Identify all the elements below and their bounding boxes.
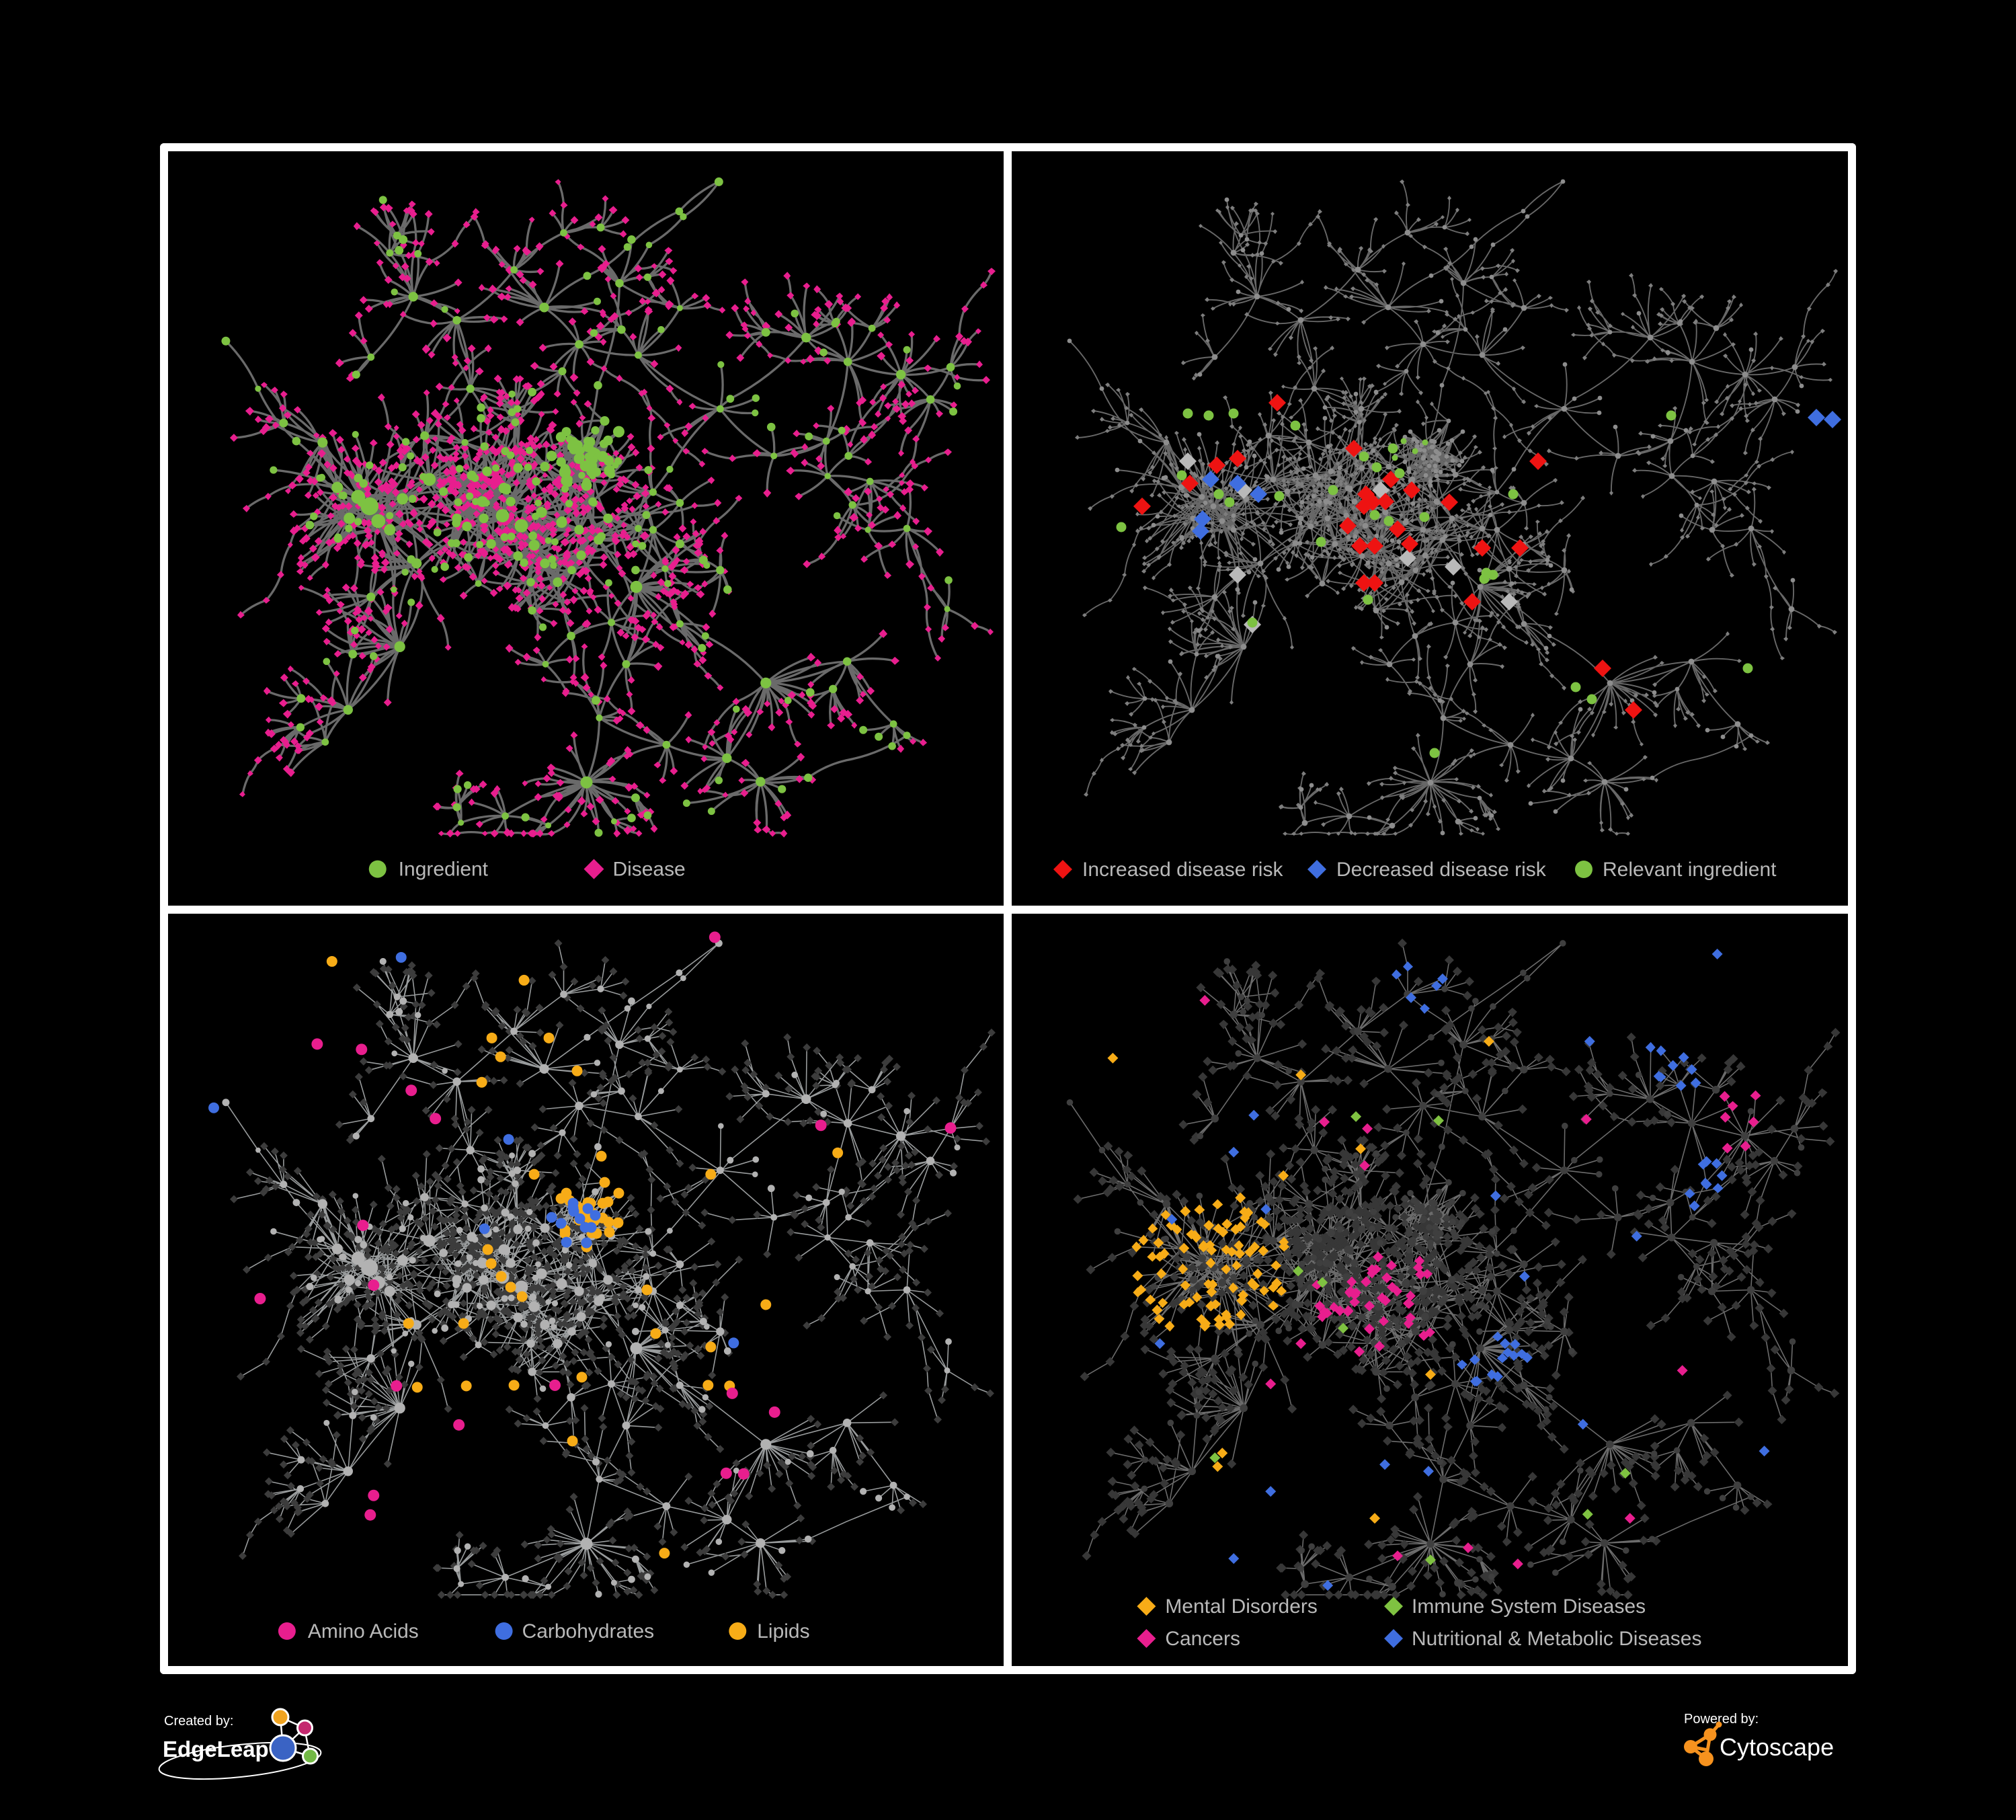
svg-text:Cytoscape: Cytoscape bbox=[1720, 1733, 1834, 1761]
svg-text:Lipids: Lipids bbox=[757, 1620, 809, 1643]
svg-text:Mental Disorders: Mental Disorders bbox=[1165, 1595, 1318, 1618]
svg-text:Cancers: Cancers bbox=[1165, 1628, 1240, 1650]
svg-text:Powered by:: Powered by: bbox=[1684, 1712, 1759, 1727]
svg-text:Nutritional & Metabolic Diseas: Nutritional & Metabolic Diseases bbox=[1412, 1628, 1701, 1650]
svg-text:Immune System Diseases: Immune System Diseases bbox=[1412, 1595, 1646, 1618]
svg-text:Relevant ingredient: Relevant ingredient bbox=[1603, 859, 1777, 881]
svg-text:Carbohydrates: Carbohydrates bbox=[522, 1620, 655, 1643]
svg-text:Ingredient: Ingredient bbox=[399, 859, 489, 881]
svg-text:Disease: Disease bbox=[612, 859, 685, 881]
svg-text:Amino Acids: Amino Acids bbox=[308, 1620, 419, 1643]
svg-text:Increased disease risk: Increased disease risk bbox=[1082, 859, 1283, 881]
svg-text:Decreased disease risk: Decreased disease risk bbox=[1336, 859, 1547, 881]
svg-text:Created by:: Created by: bbox=[164, 1714, 233, 1729]
svg-text:EdgeLeap: EdgeLeap bbox=[163, 1737, 269, 1762]
